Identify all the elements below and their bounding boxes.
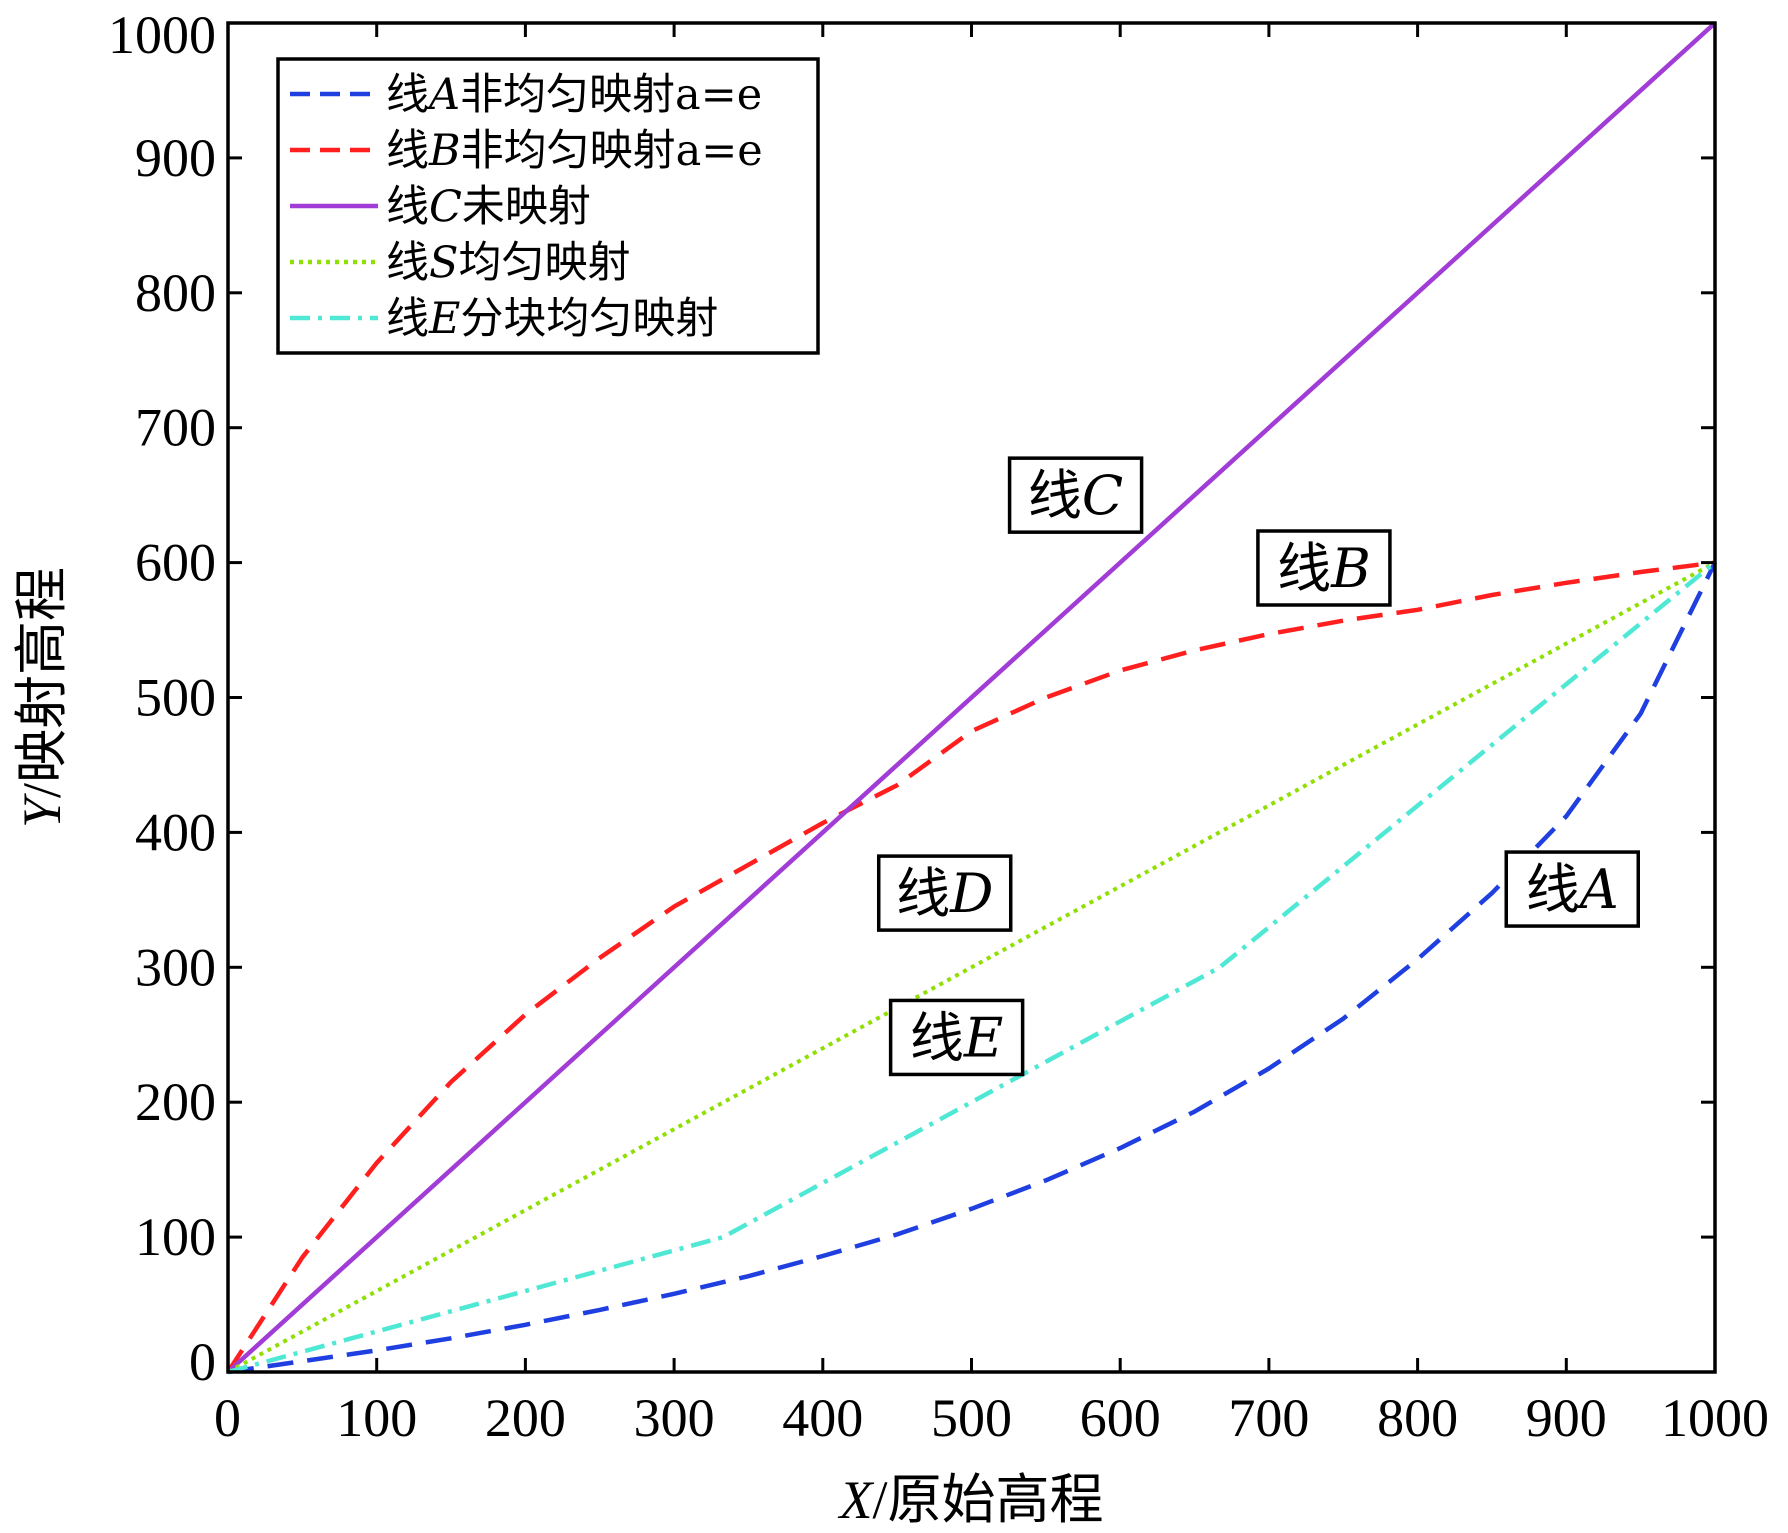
y-tick-label: 500 [135,668,216,728]
legend-suffix: 非均匀映射a=e [461,126,763,176]
series-line-a [227,561,1718,1375]
legend-suffix: 均匀映射 [458,238,630,288]
legend-label: 线B非均匀映射a=e [386,126,763,176]
annotation-prefix: 线 [1028,464,1082,527]
series-line-e [227,560,1717,1375]
x-tick-label: 0 [214,1388,241,1448]
legend-item-a: 线A非均匀映射a=e [290,70,762,120]
annotation-a: 线A [1504,850,1640,928]
legend-item-b: 线B非均匀映射a=e [290,126,763,176]
y-tick-label: 1000 [108,5,216,65]
annotation-label: 线E [910,1006,1003,1069]
legend-label: 线C未映射 [386,182,591,232]
legend-item-c: 线C未映射 [290,182,591,232]
annotation-var: A [1575,858,1619,921]
legend-label: 线S均匀映射 [386,238,630,288]
y-tick-label: 0 [189,1332,216,1392]
y-axis-title: Y/映射高程 [12,567,72,828]
y-tick-label: 700 [135,398,216,458]
annotation-var: E [963,1006,1003,1069]
x-axis-text: /原始高程 [872,1470,1103,1530]
legend-label: 线A非均匀映射a=e [386,70,762,120]
y-axis-text: /映射高程 [12,567,72,798]
legend-prefix: 线 [386,294,429,344]
axis-ticks [226,21,1717,1374]
x-tick-label: 300 [634,1388,715,1448]
annotation-prefix: 线 [896,862,950,925]
axis-tick-labels: 0 100 200 300 400 500 600 700 800 900 1000 0 100 200 3… [108,5,1769,1448]
legend-var: S [429,238,458,288]
legend-prefix: 线 [386,70,429,120]
legend-label: 线E分块均匀映射 [386,294,718,344]
annotation-d: 线D [876,854,1013,932]
y-tick-label: 400 [135,802,216,862]
annotation-prefix: 线 [1526,858,1580,921]
annotation-box [876,854,1013,932]
y-tick-label: 900 [135,128,216,188]
series-line-b [226,560,1716,1374]
annotation-b: 线B [1256,529,1392,607]
y-tick-label: 200 [135,1072,216,1132]
legend-item-e: 线E分块均匀映射 [290,294,718,344]
x-axis-var: X [837,1470,874,1530]
annotation-label: 线D [896,862,993,925]
legend-var: B [428,126,461,176]
annotation-label: 线A [1526,858,1619,921]
legend-prefix: 线 [386,238,429,288]
y-tick-label: 300 [135,937,216,997]
annotation-e: 线E [888,998,1025,1077]
x-tick-label: 100 [336,1388,417,1448]
x-tick-label: 900 [1526,1388,1607,1448]
annotation-var: B [1330,537,1371,600]
annotation-box [1504,850,1640,928]
x-axis-title: X/原始高程 [837,1470,1103,1530]
y-tick-label: 100 [135,1207,216,1267]
annotation-c: 线C [1007,456,1144,534]
legend-var: E [428,294,460,344]
annotation-prefix: 线 [1277,537,1331,600]
x-tick-label: 200 [485,1388,566,1448]
legend-prefix: 线 [386,182,429,232]
y-tick-label: 800 [135,263,216,323]
x-tick-label: 500 [931,1388,1012,1448]
annotation-var: C [1082,464,1123,527]
annotation-box [888,998,1025,1077]
x-tick-label: 600 [1080,1388,1161,1448]
legend-suffix: 非均匀映射a=e [460,70,762,120]
y-tick-label: 600 [135,533,216,593]
x-tick-label: 800 [1377,1388,1458,1448]
y-axis-var: Y [12,793,72,828]
x-tick-label: 700 [1228,1388,1309,1448]
annotation-label: 线B [1277,537,1371,600]
x-tick-label: 400 [782,1388,863,1448]
annotation-box [1256,529,1392,607]
legend-var: A [425,70,460,120]
legend-suffix: 未映射 [462,182,591,232]
series-line-s [227,560,1716,1374]
annotation-var: D [949,862,993,925]
legend-item-s: 线S均匀映射 [290,238,630,288]
legend-prefix: 线 [386,126,429,176]
plot-lines [226,21,1718,1375]
series-line-c [226,21,1717,1374]
legend-var: C [429,182,462,232]
annotation-box [1007,456,1144,534]
annotation-label: 线C [1028,464,1123,527]
annotation-prefix: 线 [910,1006,964,1069]
x-tick-label: 1000 [1661,1388,1769,1448]
legend-suffix: 分块均匀映射 [460,294,718,344]
